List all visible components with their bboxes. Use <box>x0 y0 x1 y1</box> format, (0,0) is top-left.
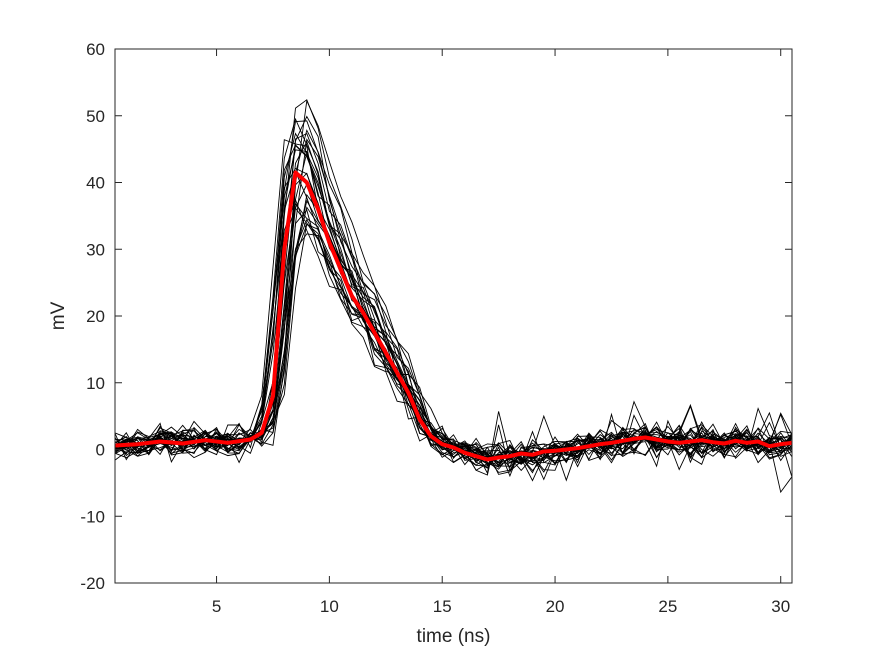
y-tick-label: 60 <box>86 40 105 59</box>
x-tick-label: 15 <box>433 597 452 616</box>
y-tick-label: -10 <box>80 507 105 526</box>
y-tick-label: 10 <box>86 374 105 393</box>
axes: 5 10 15 20 25 30 -20 -10 0 10 20 30 40 50 60 <box>80 40 793 616</box>
x-tick-label: 25 <box>658 597 677 616</box>
y-tick-label: -20 <box>80 574 105 593</box>
x-axis-label: time (ns) <box>417 626 491 647</box>
y-axis-label: mV <box>48 301 69 330</box>
trace-line <box>114 170 793 475</box>
trace-line <box>114 129 793 478</box>
trace-line <box>114 140 793 465</box>
y-tick-label: 40 <box>86 174 105 193</box>
x-tick-label: 10 <box>320 597 339 616</box>
y-tick-label: 20 <box>86 307 105 326</box>
y-tick-label: 50 <box>86 107 105 126</box>
mean-trace-layer <box>114 170 793 462</box>
mean-trace-line <box>114 170 793 462</box>
trace-line <box>114 120 793 466</box>
y-tick-label: 30 <box>86 240 105 259</box>
x-tick-label: 5 <box>212 597 221 616</box>
y-tick-label: 0 <box>96 441 105 460</box>
x-tick-label: 20 <box>546 597 565 616</box>
x-tick-label: 30 <box>771 597 790 616</box>
